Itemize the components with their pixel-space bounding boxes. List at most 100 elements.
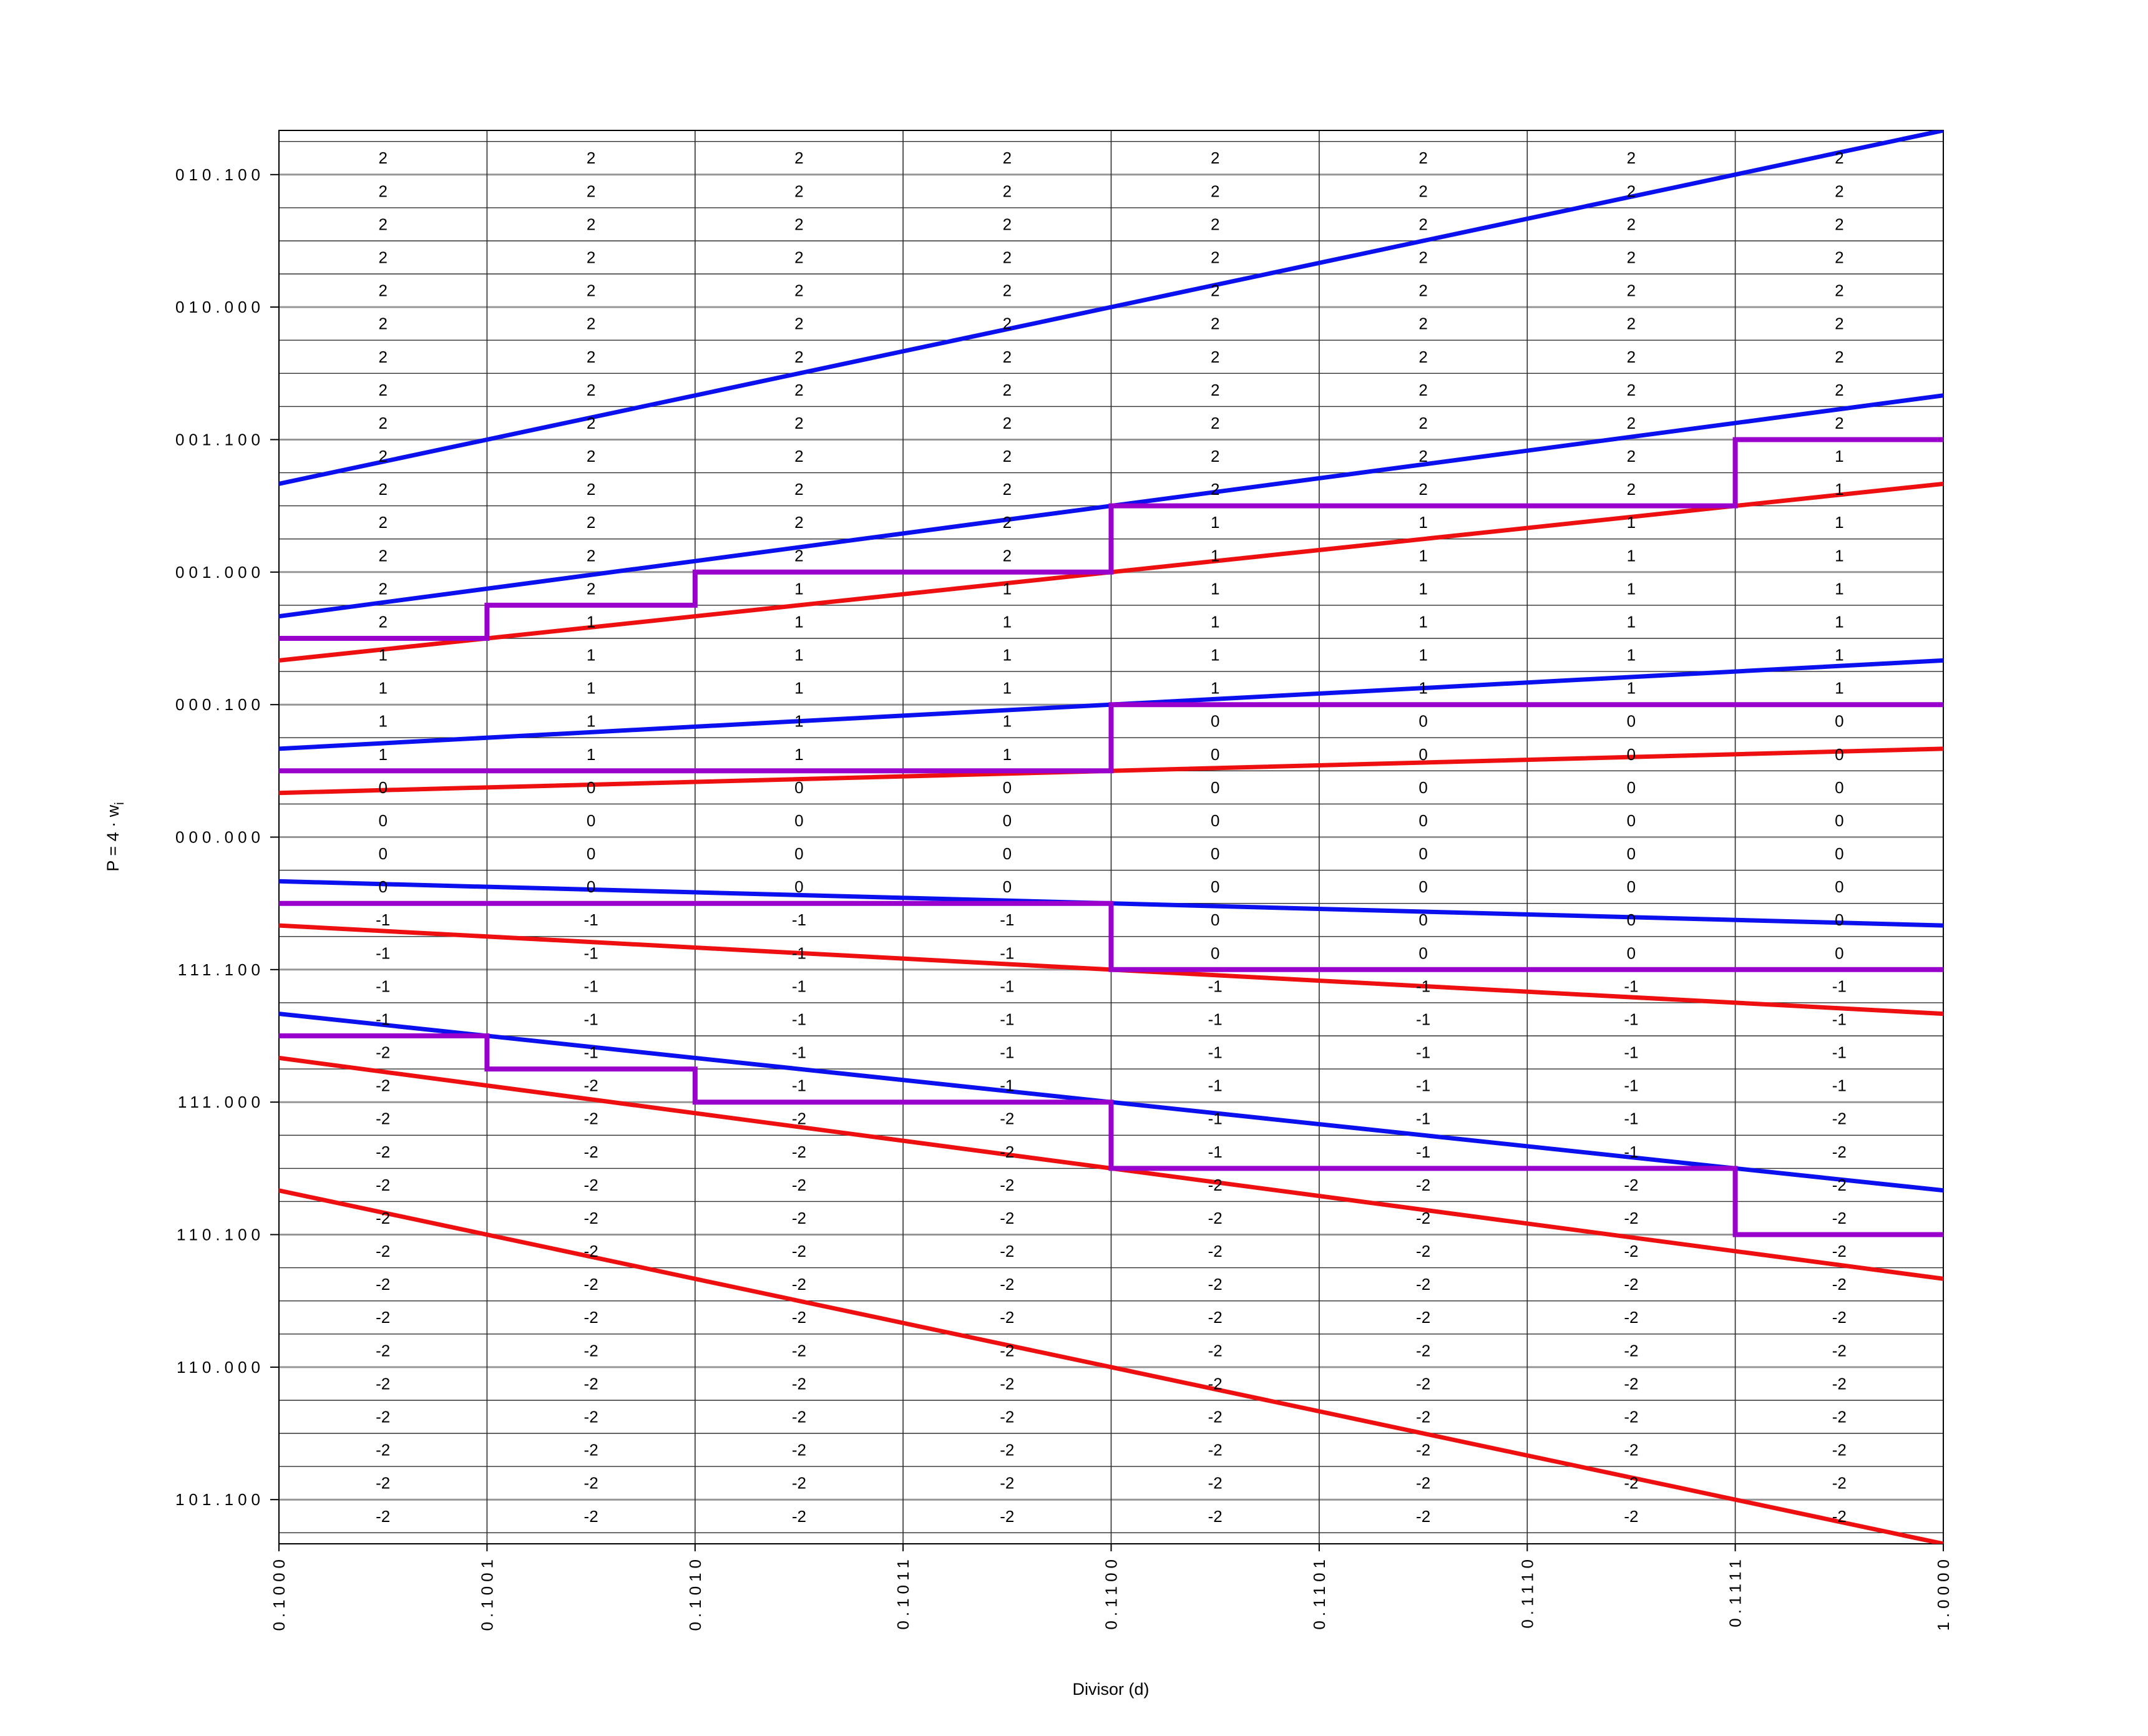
cell-digit: -2 <box>1208 1507 1223 1526</box>
cell-digit: -2 <box>1416 1374 1430 1393</box>
cell-digit: 0 <box>1418 778 1427 797</box>
cell-digit: -1 <box>792 944 806 962</box>
cell-digit: 1 <box>1627 646 1636 665</box>
cell-digit: 2 <box>1211 315 1219 333</box>
cell-digit: -2 <box>1624 1408 1638 1426</box>
cell-digit: 1 <box>1418 513 1427 532</box>
cell-digit: 2 <box>1627 182 1636 200</box>
cell-digit: 0 <box>1627 778 1636 797</box>
cell-digit: -2 <box>1624 1507 1638 1526</box>
cell-digit: -1 <box>1416 977 1430 995</box>
y-tick-label: 000.000 <box>175 828 265 847</box>
cell-digit: 1 <box>1003 679 1012 698</box>
cell-digit: -2 <box>1832 1275 1847 1294</box>
y-tick-label: 110.000 <box>177 1358 265 1377</box>
cell-digit: -2 <box>1832 1374 1847 1393</box>
cell-digit: 0 <box>1835 944 1843 962</box>
cell-digit: -1 <box>1832 1076 1847 1095</box>
cell-digit: 2 <box>587 414 595 432</box>
cell-digit: 2 <box>1835 348 1843 366</box>
cell-digit: 2 <box>1418 447 1427 466</box>
cell-digit: -2 <box>1000 1209 1014 1227</box>
cell-digit: -1 <box>1000 910 1014 929</box>
cell-digit: 0 <box>1835 910 1843 929</box>
cell-digit: 2 <box>378 480 387 499</box>
cell-digit: 1 <box>587 646 595 665</box>
cell-digit: 1 <box>1835 480 1843 499</box>
cell-digit: 0 <box>1003 811 1012 830</box>
cell-digit: 0 <box>1835 712 1843 731</box>
cell-digit: 2 <box>794 281 803 300</box>
cell-digit: -2 <box>1000 1408 1014 1426</box>
cell-digit: 2 <box>378 546 387 565</box>
cell-digit: -1 <box>1416 1010 1430 1029</box>
cell-digit: 0 <box>1418 712 1427 731</box>
cell-digit: -2 <box>1208 1242 1223 1261</box>
cell-digit: 0 <box>378 778 387 797</box>
cell-digit: -2 <box>1832 1341 1847 1360</box>
cell-digit: 2 <box>1003 315 1012 333</box>
quotient-selection-staircases <box>279 437 1943 1237</box>
cell-digit: -1 <box>584 910 598 929</box>
cell-digit: -1 <box>584 1043 598 1062</box>
cell-digit: 2 <box>1211 447 1219 466</box>
cell-digit: 2 <box>378 215 387 233</box>
cell-digit: 2 <box>1211 215 1219 233</box>
cell-digit: 1 <box>1003 712 1012 731</box>
staircase-select-m1-vs-m2 <box>279 1033 1943 1237</box>
cell-digit: 0 <box>1627 745 1636 764</box>
cell-digit: 0 <box>1627 844 1636 863</box>
cell-digit: 2 <box>1418 480 1427 499</box>
cell-digit: 2 <box>587 248 595 267</box>
x-tick-label: 0.1101 <box>1310 1555 1329 1630</box>
x-tick-label: 0.1100 <box>1102 1555 1121 1630</box>
cell-digit: 2 <box>1418 348 1427 366</box>
cell-digit: 1 <box>1627 579 1636 598</box>
y-tick-label: 010.000 <box>175 298 265 316</box>
y-tick-label: 010.100 <box>175 165 265 184</box>
cell-digit: -1 <box>584 944 598 962</box>
cell-digit: 2 <box>1003 215 1012 233</box>
cell-digit: -2 <box>584 1341 598 1360</box>
cell-digit: -2 <box>1000 1374 1014 1393</box>
cell-digit: -2 <box>584 1441 598 1460</box>
cell-digit: -1 <box>584 1010 598 1029</box>
cell-digit: 2 <box>794 182 803 200</box>
cell-digit: 1 <box>1627 546 1636 565</box>
cell-digit: 0 <box>1627 712 1636 731</box>
cell-digit: 0 <box>1211 877 1219 896</box>
cell-digit: 0 <box>587 811 595 830</box>
cell-digit: -2 <box>376 1374 390 1393</box>
x-axis-ticks: 0.1000 0.1001 0.1010 0.1011 0.1100 0.1101 0.11… <box>270 1544 1953 1631</box>
cell-digit: -2 <box>376 1408 390 1426</box>
cell-digit: 2 <box>1418 182 1427 200</box>
cell-digit: 1 <box>1418 612 1427 631</box>
cell-digit: -2 <box>1416 1341 1430 1360</box>
cell-digit: 2 <box>378 381 387 399</box>
cell-digit: 2 <box>587 348 595 366</box>
cell-digit: 0 <box>1003 877 1012 896</box>
cell-digit: 2 <box>1835 381 1843 399</box>
cell-digit: -1 <box>1416 1109 1430 1128</box>
cell-digit: -2 <box>1000 1341 1014 1360</box>
cell-digit: -2 <box>584 1308 598 1327</box>
cell-digit: -1 <box>1208 1043 1223 1062</box>
cell-digit: 1 <box>1835 546 1843 565</box>
cell-digit: -1 <box>792 1043 806 1062</box>
cell-digit: -2 <box>1000 1109 1014 1128</box>
cell-digit: 2 <box>1627 381 1636 399</box>
cell-digit: 1 <box>794 646 803 665</box>
cell-digit: 2 <box>587 149 595 167</box>
cell-digit: 0 <box>1418 811 1427 830</box>
cell-digit: 1 <box>378 679 387 698</box>
y-tick-label: 001.000 <box>175 563 265 582</box>
cell-digit: -2 <box>1416 1474 1430 1493</box>
cell-digit: 1 <box>1211 546 1219 565</box>
cell-digit: 2 <box>1835 281 1843 300</box>
x-axis-title: Divisor (d) <box>1072 1680 1149 1699</box>
cell-digit: 2 <box>794 447 803 466</box>
cell-digit: -2 <box>792 1374 806 1393</box>
cell-digit: -1 <box>1208 1076 1223 1095</box>
cell-digit: 2 <box>1418 281 1427 300</box>
cell-digit: 2 <box>794 248 803 267</box>
